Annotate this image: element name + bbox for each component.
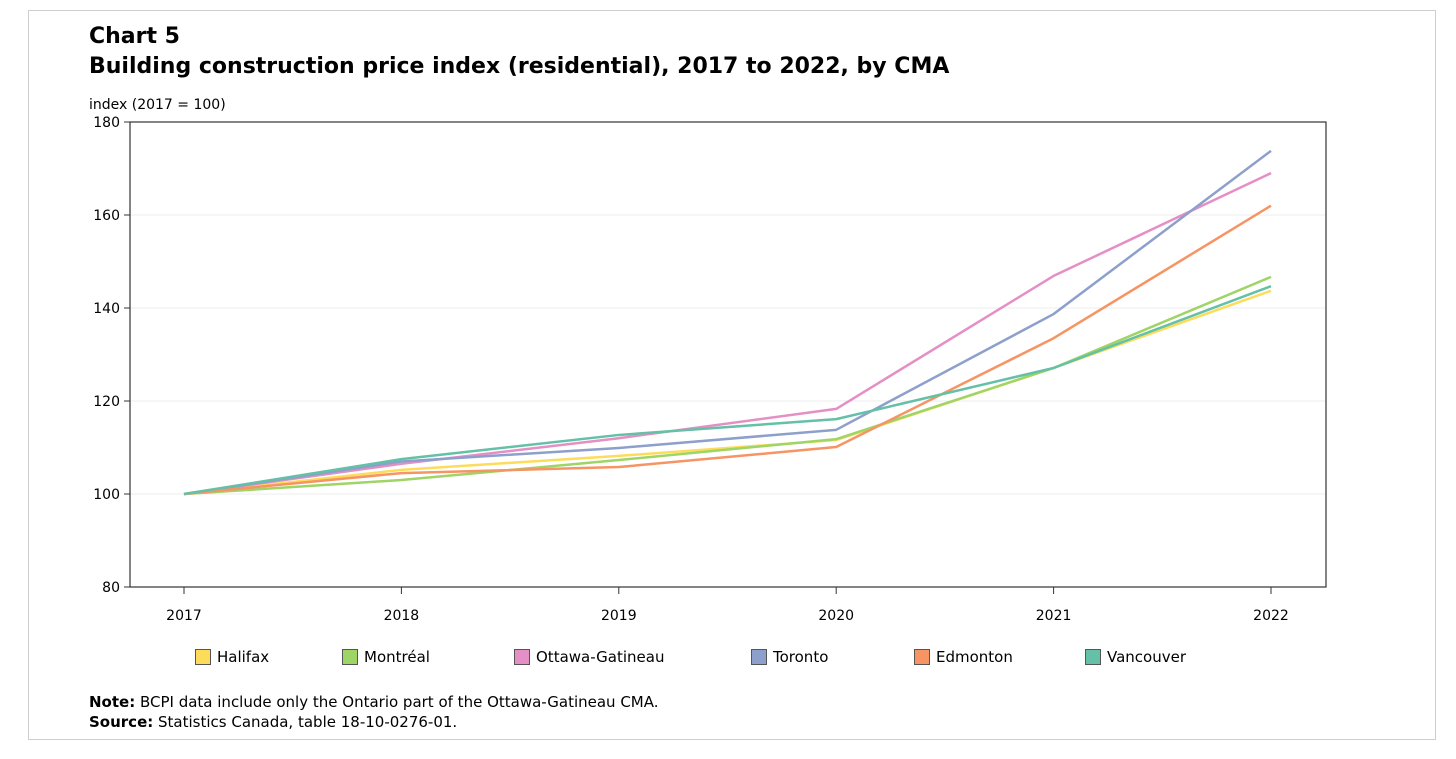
notes: Note: BCPI data include only the Ontario… [89,692,659,732]
series-line-ottawa-gatineau [183,172,1272,496]
series-line-toronto [183,149,1272,496]
series-line-edmonton [183,204,1272,496]
legend-label: Vancouver [1107,648,1186,666]
legend-item: Toronto [751,648,828,666]
legend-swatch [195,649,211,665]
y-tick-label: 100 [93,487,120,503]
series-line-vancouver [183,284,1272,496]
y-tick-label: 120 [93,394,120,410]
x-tick-label: 2019 [601,608,637,624]
plot-area [129,121,1327,588]
legend-item: Halifax [195,648,269,666]
legend-item: Montréal [342,648,430,666]
x-tick-label: 2017 [166,608,202,624]
legend-label: Toronto [773,648,829,666]
source-line: Source: Statistics Canada, table 18-10-0… [89,713,458,731]
legend-item: Vancouver [1085,648,1186,666]
x-tick-label: 2020 [818,608,854,624]
legend-label: Ottawa-Gatineau [536,648,665,666]
legend-item: Ottawa-Gatineau [514,648,664,666]
chart-number: Chart 5 [89,24,180,49]
series-line-halifax [183,289,1272,496]
legend-item: Edmonton [914,648,1013,666]
legend-swatch [514,649,530,665]
legend-swatch [342,649,358,665]
chart-frame [28,10,1436,740]
legend-label: Montréal [364,648,430,666]
chart-title: Chart 5 Building construction price inde… [89,22,949,82]
legend-label: Halifax [217,648,270,666]
y-tick-label: 140 [93,301,120,317]
chart-title-text: Building construction price index (resid… [89,54,950,79]
y-tick-label: 160 [93,208,120,224]
note-line: Note: BCPI data include only the Ontario… [89,693,659,711]
y-tick-label: 80 [102,580,120,596]
x-tick-label: 2022 [1253,608,1289,624]
series-line-montr-al [183,275,1272,496]
x-tick-label: 2021 [1036,608,1072,624]
y-tick-label: 180 [93,115,120,131]
y-axis-label: index (2017 = 100) [89,97,226,113]
legend-label: Edmonton [936,648,1013,666]
legend-swatch [751,649,767,665]
legend-swatch [914,649,930,665]
x-tick-label: 2018 [384,608,420,624]
legend-swatch [1085,649,1101,665]
